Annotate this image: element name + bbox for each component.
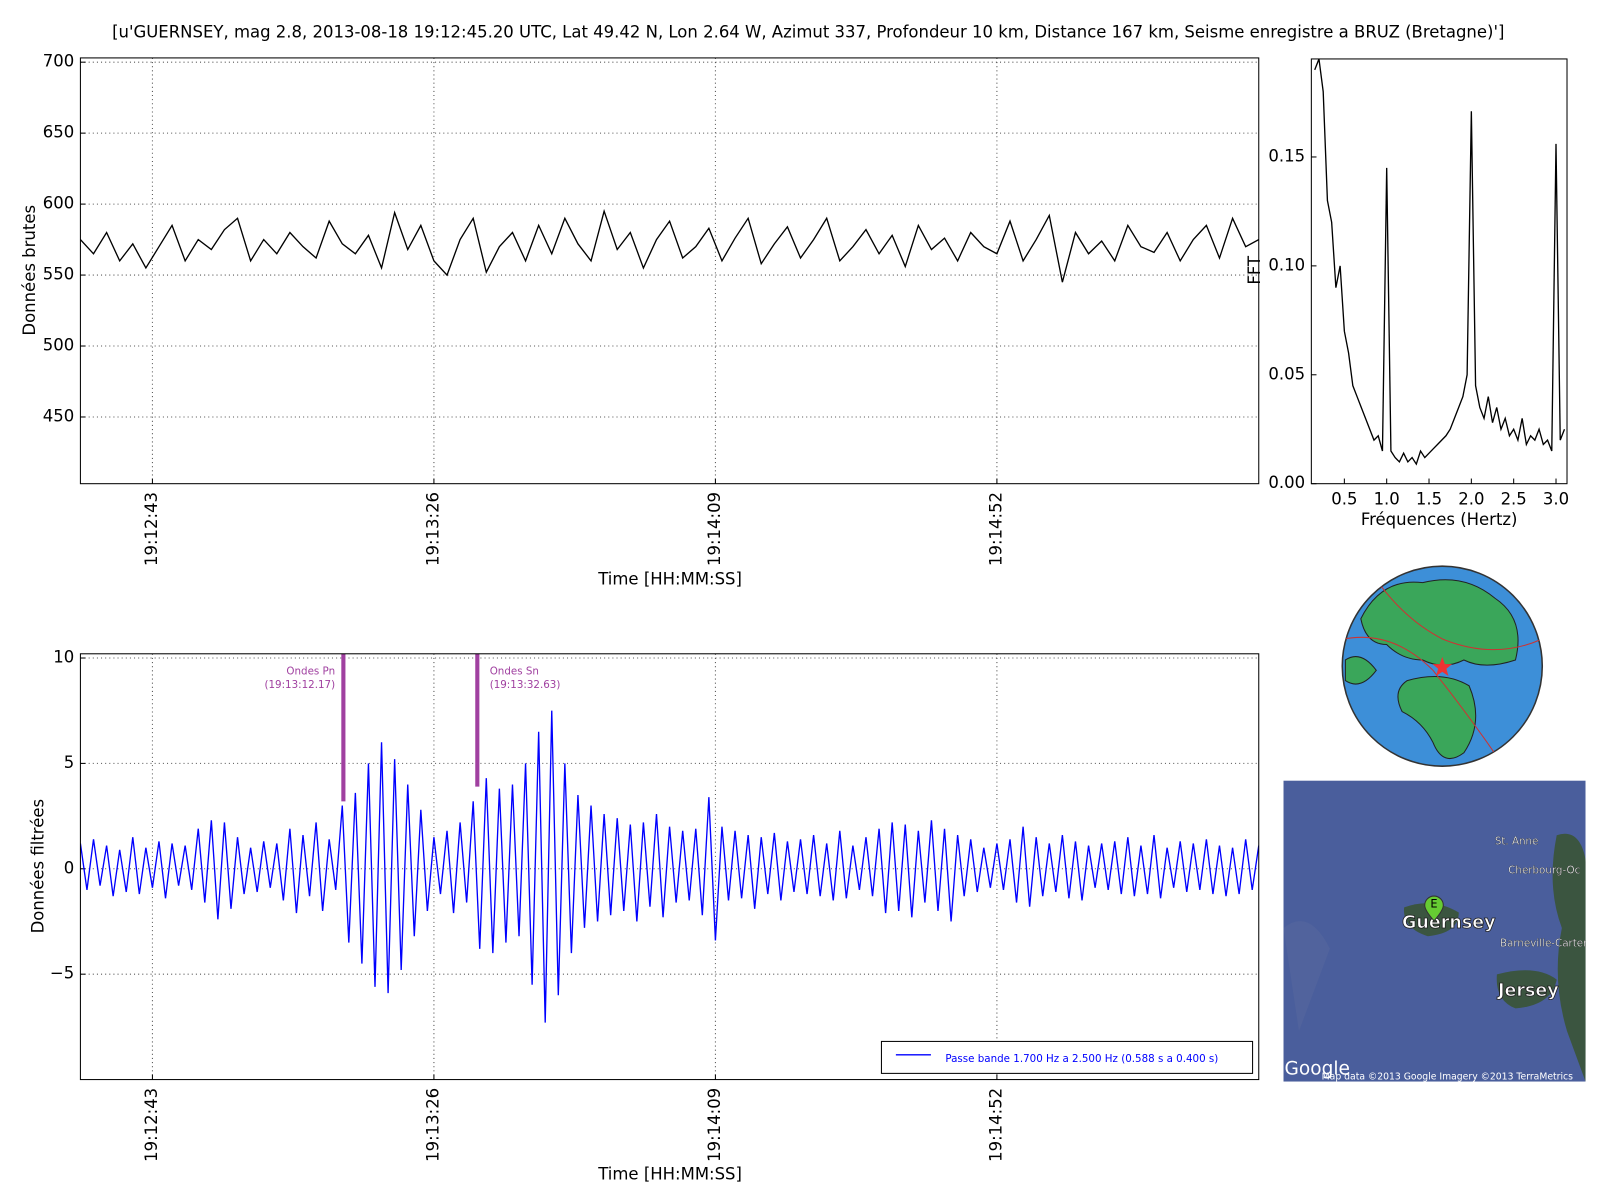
map-logo: Google xyxy=(1285,1058,1350,1079)
y-tick-label: 500 xyxy=(43,336,74,355)
x-tick-label: 19:14:09 xyxy=(705,1088,724,1162)
annotation-time: (19:13:32.63) xyxy=(490,679,561,691)
y-tick-label: 0.15 xyxy=(1268,146,1305,165)
y-tick-label: 5 xyxy=(64,753,75,772)
map-credits: Map data ©2013 Google Imagery ©2013 Terr… xyxy=(1322,1072,1573,1083)
x-tick-label: 19:14:52 xyxy=(986,1088,1005,1162)
y-tick-label: 550 xyxy=(43,265,74,284)
map-label: Guernsey xyxy=(1402,913,1496,933)
x-tick-label: 1.5 xyxy=(1416,489,1442,508)
globe xyxy=(1341,565,1544,767)
data-line xyxy=(80,710,1259,1023)
y-tick-label: 450 xyxy=(43,406,74,425)
map-label: Cherbourg-Oc xyxy=(1508,864,1580,876)
y-tick-label: 700 xyxy=(43,52,74,71)
data-line xyxy=(1314,58,1566,466)
x-tick-label: 0.5 xyxy=(1331,489,1357,508)
plot-area xyxy=(80,57,1259,484)
map-labels: St. Anne Cherbourg-Oc Guernsey Barneville-C… xyxy=(1285,835,1593,1083)
x-axis-label: Fréquences (Hertz) xyxy=(1361,510,1518,529)
y-tick-label: 0.00 xyxy=(1268,473,1305,492)
y-axis-label: Données brutes xyxy=(20,205,39,336)
y-tick-label: 10 xyxy=(53,648,74,667)
x-tick-label: 1.0 xyxy=(1374,489,1400,508)
plot-area xyxy=(80,653,1259,1080)
x-tick-label: 19:12:43 xyxy=(142,492,161,566)
x-axis-label: Time [HH:MM:SS] xyxy=(597,570,742,589)
map-label: Jersey xyxy=(1497,981,1559,1001)
y-tick-label: 0.05 xyxy=(1268,364,1305,383)
plot-area xyxy=(1311,58,1568,484)
x-tick-label: 19:14:09 xyxy=(705,492,724,566)
legend-box xyxy=(880,1040,1254,1074)
map-pin xyxy=(1424,895,1444,922)
y-tick-label: 600 xyxy=(43,194,74,213)
x-tick-label: 19:14:52 xyxy=(986,492,1005,566)
annotation-label: Ondes Pn xyxy=(286,665,335,677)
x-tick-label: 19:13:26 xyxy=(423,1088,442,1162)
axes-frame xyxy=(1310,58,1568,485)
x-tick-label: 2.0 xyxy=(1458,489,1484,508)
axes-frame xyxy=(79,57,1260,485)
x-tick-label: 3.0 xyxy=(1543,489,1569,508)
annotation-label: Ondes Sn xyxy=(490,665,539,677)
x-tick-label: 2.5 xyxy=(1501,489,1527,508)
map-label: St. Anne xyxy=(1495,836,1539,848)
map-pin-label: E xyxy=(1430,896,1437,910)
y-axis-label: Données filtrées xyxy=(28,799,47,933)
y-tick-label: −5 xyxy=(50,964,74,983)
y-axis-label: FFT xyxy=(1245,255,1264,285)
legend-label: Passe bande 1.700 Hz a 2.500 Hz (0.588 s… xyxy=(945,1053,1218,1065)
data-line xyxy=(80,208,1259,283)
y-tick-label: 0.10 xyxy=(1268,255,1305,274)
map xyxy=(1283,780,1586,1082)
axes-frame xyxy=(79,653,1260,1081)
x-tick-label: 19:13:26 xyxy=(423,492,442,566)
map-label: Barneville-Cartere xyxy=(1500,938,1593,950)
annotation-time: (19:13:12.17) xyxy=(264,679,335,691)
y-tick-label: 650 xyxy=(43,123,74,142)
x-axis-label: Time [HH:MM:SS] xyxy=(597,1165,742,1184)
y-tick-label: 0 xyxy=(64,858,75,877)
figure-title: [u'GUERNSEY, mag 2.8, 2013-08-18 19:12:4… xyxy=(112,22,1504,41)
x-tick-label: 19:12:43 xyxy=(142,1088,161,1162)
